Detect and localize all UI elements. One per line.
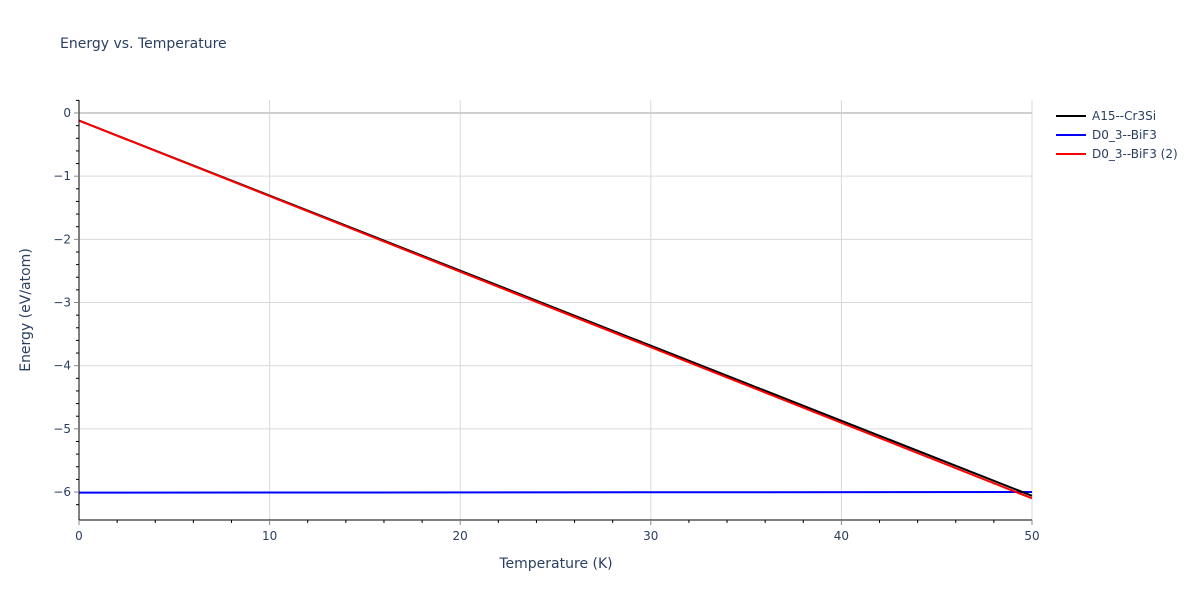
y-tick-label: 0 bbox=[63, 106, 71, 120]
legend-item-d0-3-bif3-2[interactable]: D0_3--BiF3 (2) bbox=[1056, 144, 1178, 163]
axes: 0 10 20 30 40 50 0 −1 −2 −3 −4 −5 −6 bbox=[53, 99, 1040, 543]
x-tick-label: 10 bbox=[262, 529, 277, 543]
y-tick-label: −1 bbox=[53, 169, 71, 183]
legend: A15--Cr3Si D0_3--BiF3 D0_3--BiF3 (2) bbox=[1056, 106, 1178, 163]
legend-item-d0-3-bif3[interactable]: D0_3--BiF3 bbox=[1056, 125, 1178, 144]
y-tick-label: −6 bbox=[53, 485, 71, 499]
x-tick-label: 20 bbox=[453, 529, 468, 543]
y-axis-title: Energy (eV/atom) bbox=[18, 248, 34, 372]
chart-title: Energy vs. Temperature bbox=[60, 36, 227, 52]
legend-swatch-black bbox=[1056, 114, 1086, 117]
y-tick-label: −5 bbox=[53, 422, 71, 436]
x-axis-title: Temperature (K) bbox=[498, 556, 612, 572]
legend-label: D0_3--BiF3 (2) bbox=[1092, 146, 1178, 161]
series-line-1 bbox=[78, 491, 1033, 494]
legend-swatch-blue bbox=[1056, 133, 1086, 136]
x-tick-label: 0 bbox=[75, 529, 83, 543]
x-tick-label: 40 bbox=[834, 529, 849, 543]
legend-item-a15-cr3si[interactable]: A15--Cr3Si bbox=[1056, 106, 1178, 125]
y-tick-label: −4 bbox=[53, 359, 71, 373]
y-tick-label: −3 bbox=[53, 296, 71, 310]
y-tick-label: −2 bbox=[53, 232, 71, 246]
legend-swatch-red bbox=[1056, 152, 1086, 155]
x-tick-label: 30 bbox=[643, 529, 658, 543]
series-line-2 bbox=[78, 119, 1033, 500]
x-tick-label: 50 bbox=[1024, 529, 1039, 543]
legend-label: D0_3--BiF3 bbox=[1092, 127, 1157, 142]
series-lines bbox=[78, 119, 1033, 500]
legend-label: A15--Cr3Si bbox=[1092, 108, 1157, 123]
